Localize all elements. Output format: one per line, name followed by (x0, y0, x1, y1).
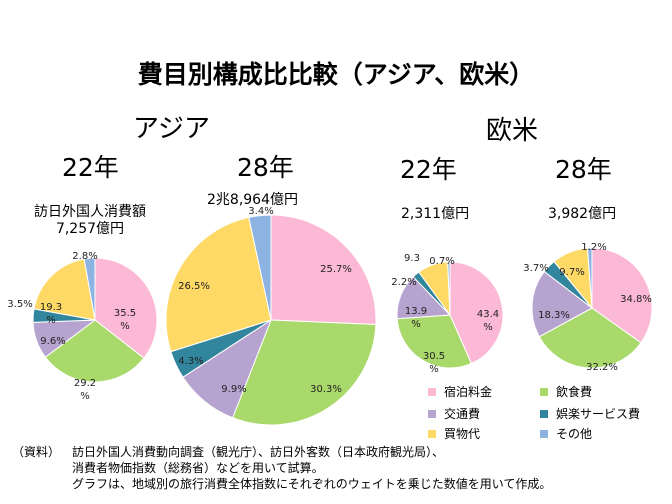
total-asia-22-value: 7,257億円 (55, 221, 125, 237)
pie2-label-entertainment: 4.3% (178, 356, 203, 367)
source-line-2: 消費者物価指数（総務省）などを用いて試算。 (72, 461, 324, 475)
year-label-west-22: 22年 (400, 155, 457, 184)
legend-swatch-other (540, 429, 548, 438)
pie4-label-lodging: 34.8% (620, 294, 652, 305)
pie1-label-food: 29.2% (74, 378, 96, 402)
pie1-slice-other (83, 257, 96, 321)
legend-swatch-lodging (428, 387, 436, 396)
legend-swatch-food (540, 387, 548, 396)
legend-item-entertainment: 娯楽サービス費 (540, 405, 640, 422)
total-asia-22-label: 訪日外国人消費額 (34, 204, 146, 220)
pie2-slice-other (248, 214, 272, 321)
pie4-label-other: 1.2% (581, 242, 606, 253)
pie1-label-lodging: 35.5% (114, 308, 136, 332)
pie2-label-other: 3.4% (248, 206, 273, 217)
legend-swatch-entertainment (540, 409, 548, 418)
legend-item-transport: 交通費 (428, 405, 480, 422)
legend-label-shopping: 買物代 (444, 427, 481, 441)
year-label-west-28: 28年 (555, 155, 612, 184)
pie3-label-other: 0.7% (429, 256, 454, 267)
source-label: （資料） (12, 445, 61, 459)
pie2-label-lodging: 25.7% (320, 264, 352, 275)
chart-title: 費目別構成比比較（アジア、欧米） (137, 60, 535, 89)
region-label-west: 欧米 (486, 116, 539, 146)
legend-label-food: 飲食費 (556, 385, 593, 399)
pie4-label-transport: 18.3% (538, 310, 570, 321)
pie3-label-transport: 13.9% (405, 306, 427, 330)
pie1-label-transport: 9.6% (40, 336, 65, 347)
pie4-slice-lodging (591, 247, 653, 344)
total-west-22: 2,311億円 (401, 206, 470, 222)
year-label-asia-28: 28年 (237, 153, 294, 182)
pie2-label-food: 30.3% (310, 384, 342, 395)
pie3-label-food: 30.5% (423, 351, 445, 375)
pie1-label-other: 2.8% (72, 251, 97, 262)
pie3-label-shopping: 9.3 (404, 253, 420, 264)
year-label-asia-22: 22年 (62, 153, 119, 182)
legend-label-lodging: 宿泊料金 (444, 385, 493, 399)
pie2-label-shopping: 26.5% (178, 281, 210, 292)
pie1-label-shopping: 19.3% (40, 302, 62, 326)
pie2-slice-shopping (165, 216, 272, 353)
region-label-asia: アジア (133, 114, 210, 144)
pie4-label-shopping: 9.7% (559, 267, 584, 278)
legend-swatch-transport (428, 409, 436, 418)
pie1-slice-lodging (94, 257, 158, 359)
total-west-28: 3,982億円 (548, 206, 617, 222)
pie1-slice-shopping (33, 258, 96, 321)
legend-item-other: その他 (540, 425, 592, 442)
total-asia-28: 2兆8,964億円 (207, 192, 298, 208)
pie2-label-transport: 9.9% (221, 384, 246, 395)
pie4-label-entertainment: 3.7% (523, 263, 548, 274)
pie4-slice-other (586, 247, 593, 309)
legend-swatch-shopping (428, 429, 436, 438)
pie2-slice-food (232, 319, 377, 426)
pie1-label-entertainment: 3.5% (7, 299, 32, 310)
legend-item-shopping: 買物代 (428, 425, 480, 442)
pie4-slice-transport (531, 270, 593, 338)
pie3-slice-food (396, 314, 473, 369)
pie3-label-lodging: 43.4% (477, 309, 499, 333)
legend-item-food: 飲食費 (540, 383, 592, 400)
pie3-label-entertainment: 2.2% (391, 277, 416, 288)
pie3-slice-other (447, 261, 451, 316)
pie4-label-food: 32.2% (586, 362, 618, 373)
pie3-slice-lodging (449, 261, 504, 365)
legend-item-lodging: 宿泊料金 (428, 383, 492, 400)
legend-label-transport: 交通費 (444, 407, 481, 421)
source-line-1: 訪日外国人消費動向調査（観光庁）、訪日外客数（日本政府観光局）、 (72, 445, 445, 459)
pie1-slice-food (44, 319, 145, 383)
legend-label-other: その他 (556, 427, 593, 441)
legend-label-entertainment: 娯楽サービス費 (556, 407, 641, 421)
pie2-slice-lodging (270, 214, 377, 325)
source-line-3: グラフは、地域別の旅行消費全体指数にそれぞれのウェイトを乗じた数値を用いて作成。 (72, 477, 552, 491)
